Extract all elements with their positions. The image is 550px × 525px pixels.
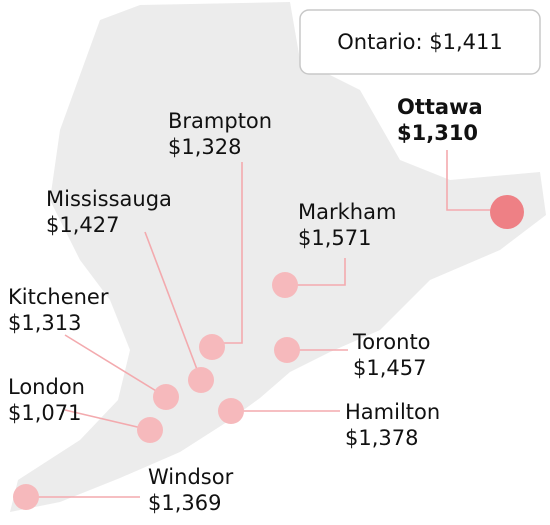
city-dot [272,272,298,298]
city-price: $1,457 [353,356,426,380]
leader-line [64,334,167,398]
leader-line [144,231,202,381]
leader-line [285,258,346,286]
city-dot [490,195,524,229]
city-price: $1,369 [148,491,221,515]
city-price: $1,313 [8,311,81,335]
city-dot [218,398,244,424]
city-name: Windsor [148,465,234,489]
city-name: Kitchener [8,285,109,309]
city-price: $1,310 [397,121,478,145]
city-name: Toronto [352,330,431,354]
city-dot [137,417,163,443]
summary-box [299,9,541,75]
city-price: $1,427 [46,213,119,237]
leader-line [446,150,507,211]
city-dot [188,367,214,393]
city-name: Hamilton [345,400,440,424]
city-name: Mississauga [46,187,172,211]
province-shape [10,2,546,512]
city-dot [13,484,39,510]
city-price: $1,328 [168,135,241,159]
summary-text: Ontario: $1,411 [337,30,503,54]
city-name: London [8,375,85,399]
city-dot [199,334,225,360]
city-price: $1,378 [345,426,418,450]
city-name: Ottawa [397,95,483,119]
city-name: Markham [298,200,396,224]
city-name: Brampton [168,109,272,133]
city-dot [153,384,179,410]
leader-line [64,409,151,431]
city-price: $1,571 [298,226,371,250]
city-price: $1,071 [8,401,81,425]
city-dot [274,337,300,363]
